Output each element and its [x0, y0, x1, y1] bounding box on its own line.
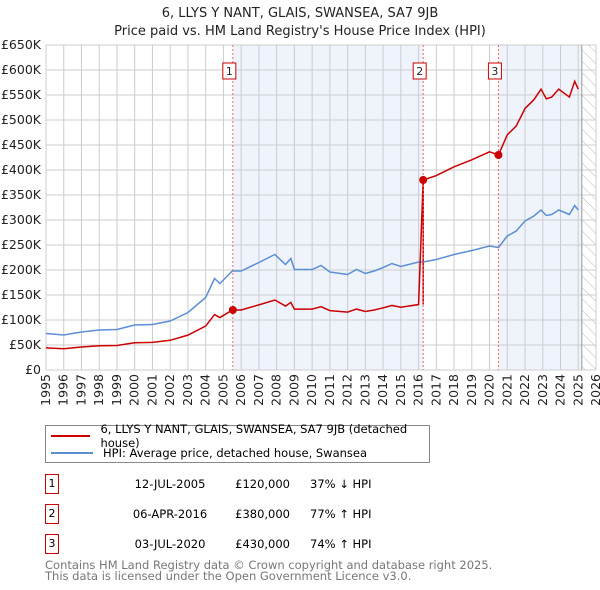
sale-price: £430,000 — [235, 537, 290, 551]
x-tick-label: 2002 — [162, 374, 177, 406]
x-tick-label: 2016 — [411, 374, 426, 406]
y-tick-label: £650K — [1, 37, 42, 52]
sale-number: 2 — [45, 504, 59, 524]
x-tick-label: 1996 — [56, 374, 71, 406]
hpi-line — [45, 204, 579, 336]
sale-price: £380,000 — [235, 507, 290, 521]
y-tick-label: £450K — [1, 137, 42, 152]
x-tick-label: 2004 — [198, 374, 213, 406]
sale-label-box — [487, 62, 502, 80]
price-chart: 6, LLYS Y NANT, GLAIS, SWANSEA, SA7 9JB … — [1, 6, 600, 406]
chart-title: 6, LLYS Y NANT, GLAIS, SWANSEA, SA7 9JB — [162, 6, 439, 21]
sale-label: 3 — [491, 65, 498, 78]
y-tick-label: £600K — [1, 62, 42, 77]
x-tick-label: 2011 — [322, 374, 337, 406]
x-tick-label: 1997 — [73, 374, 88, 406]
x-tick-label: 1998 — [91, 374, 106, 406]
legend: 6, LLYS Y NANT, GLAIS, SWANSEA, SA7 9JB … — [45, 422, 430, 463]
sale-row: 2 06-APR-2016 £380,000 77% ↑ HPI — [45, 504, 465, 524]
x-tick-label: 2019 — [464, 374, 479, 406]
legend-item-property: 6, LLYS Y NANT, GLAIS, SWANSEA, SA7 9JB … — [51, 422, 429, 450]
legend-label: HPI: Average price, detached house, Swan… — [103, 446, 368, 460]
x-tick-label: 2024 — [553, 374, 568, 406]
ownership-period-shade — [232, 45, 424, 370]
x-tick-label: 2020 — [482, 374, 497, 406]
legend-label: 6, LLYS Y NANT, GLAIS, SWANSEA, SA7 9JB … — [100, 422, 408, 450]
sale-row: 3 03-JUL-2020 £430,000 74% ↑ HPI — [45, 534, 465, 554]
x-tick-label: 2007 — [251, 374, 266, 406]
x-tick-label: 2003 — [180, 374, 195, 406]
x-tick-label: 2000 — [127, 374, 142, 406]
sale-date: 06-APR-2016 — [132, 507, 208, 521]
x-tick-label: 2008 — [269, 374, 284, 406]
sale-hpi-diff: 74% ↑ HPI — [310, 537, 372, 551]
x-tick-label: 2012 — [340, 374, 355, 406]
y-tick-label: £350K — [1, 187, 42, 202]
x-tick-label: 2017 — [428, 374, 443, 406]
sale-hpi-diff: 37% ↓ HPI — [310, 477, 372, 491]
x-tick-label: 1999 — [109, 374, 124, 406]
x-tick-label: 2021 — [499, 374, 514, 406]
x-tick-label: 2018 — [446, 374, 461, 406]
y-tick-label: £0 — [25, 362, 41, 377]
x-tick-label: 1995 — [38, 374, 53, 406]
legend-swatch-red — [51, 435, 91, 437]
sale-date: 12-JUL-2005 — [134, 477, 206, 491]
x-tick-label: 2005 — [215, 374, 230, 406]
x-tick-label: 2001 — [144, 374, 159, 406]
forecast-hatch — [581, 45, 596, 370]
x-tick-label: 2014 — [375, 374, 390, 406]
sale-point — [494, 151, 503, 159]
y-tick-label: £400K — [1, 162, 42, 177]
x-tick-label: 2015 — [393, 374, 408, 406]
sale-number: 3 — [45, 534, 59, 554]
x-tick-label: 2010 — [304, 374, 319, 406]
sale-hpi-diff: 77% ↑ HPI — [310, 507, 372, 521]
y-tick-label: £200K — [1, 262, 42, 277]
x-tick-label: 2013 — [357, 374, 372, 406]
chart-subtitle: Price paid vs. HM Land Registry's House … — [114, 24, 486, 39]
sale-row: 1 12-JUL-2005 £120,000 37% ↓ HPI — [45, 474, 465, 494]
sale-label-box — [412, 62, 427, 80]
sale-label: 2 — [416, 65, 423, 78]
footer: Contains HM Land Registry data © Crown c… — [45, 558, 493, 583]
y-tick-label: £100K — [1, 312, 42, 327]
x-tick-label: 2025 — [570, 374, 585, 406]
legend-swatch-blue — [51, 452, 93, 454]
ownership-period-shade — [498, 45, 582, 370]
x-tick-label: 2009 — [286, 374, 301, 406]
sale-point — [419, 176, 428, 184]
y-tick-label: £500K — [1, 112, 42, 127]
sale-price: £120,000 — [235, 477, 290, 491]
footer-copyright: Contains HM Land Registry data © Crown c… — [45, 558, 493, 572]
sale-number: 1 — [45, 474, 59, 494]
y-tick-label: £50K — [9, 337, 42, 352]
sale-label-box — [222, 62, 237, 80]
x-tick-label: 2022 — [517, 374, 532, 406]
sale-date: 03-JUL-2020 — [134, 537, 206, 551]
sale-label: 1 — [226, 65, 233, 78]
y-tick-label: £300K — [1, 212, 42, 227]
property-price-line — [45, 79, 579, 350]
sale-point — [228, 306, 237, 314]
y-tick-label: £550K — [1, 87, 42, 102]
footer-licence: This data is licensed under the Open Gov… — [45, 569, 412, 583]
x-tick-label: 2023 — [535, 374, 550, 406]
y-tick-label: £150K — [1, 287, 42, 302]
y-tick-label: £250K — [1, 237, 42, 252]
legend-item-hpi: HPI: Average price, detached house, Swan… — [51, 445, 367, 461]
x-tick-label: 2026 — [588, 374, 600, 406]
x-tick-label: 2006 — [233, 374, 248, 406]
